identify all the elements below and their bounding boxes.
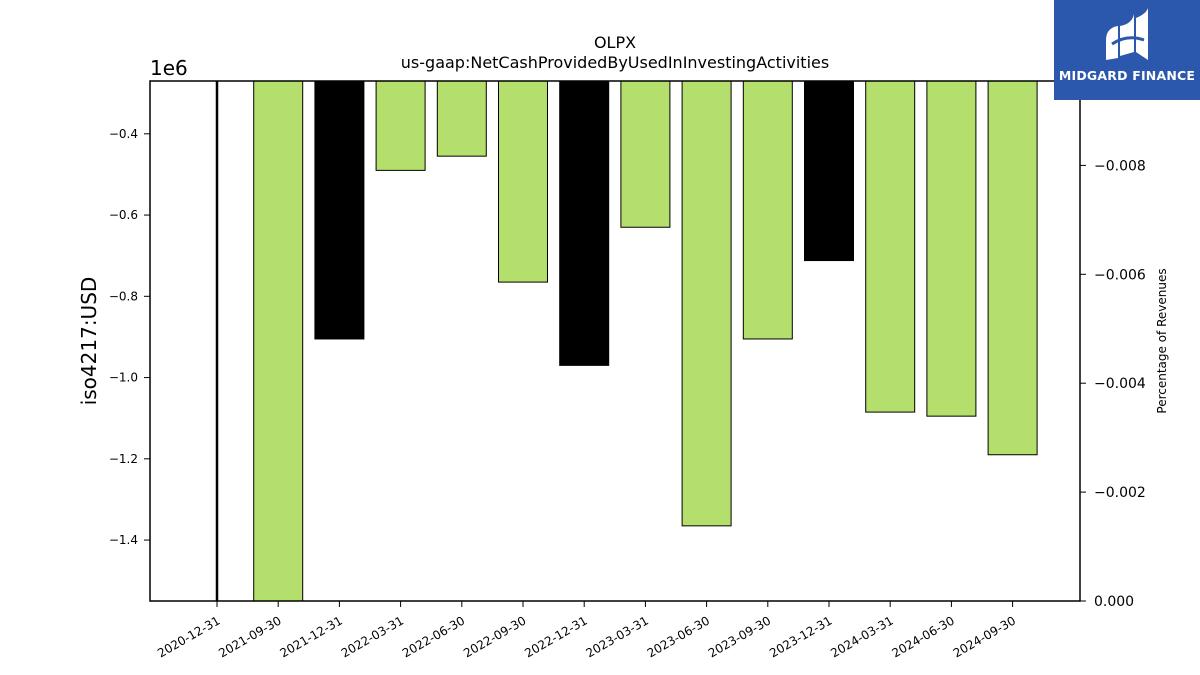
y2-tick-label: 0.000 — [1094, 594, 1134, 610]
x-tick-label: 2020-12-31 — [155, 613, 222, 660]
y-offset-text: 1e6 — [150, 56, 188, 80]
x-tick-label: 2023-06-30 — [645, 613, 712, 660]
x-tick-label: 2024-03-31 — [828, 613, 895, 660]
bar-2024-09-30 — [987, 80, 1038, 456]
bar-2023-06-30 — [681, 80, 732, 527]
y2-tick-label: −0.004 — [1094, 376, 1146, 392]
x-tick-label: 2022-09-30 — [461, 613, 528, 660]
bar-2021-12-31 — [314, 80, 365, 340]
y-axis-label: iso4217:USD — [77, 277, 101, 406]
y-tick-label: −0.8 — [109, 289, 138, 303]
x-tick-label: 2021-09-30 — [216, 613, 283, 660]
y-tick-label: −0.6 — [109, 208, 138, 222]
y-tick-label: −0.4 — [109, 127, 138, 141]
bar-2023-12-31 — [804, 80, 854, 262]
x-tick-label: 2022-03-31 — [339, 613, 406, 660]
y2-axis-label: Percentage of Revenues — [1155, 268, 1169, 413]
bar-2023-09-30 — [742, 80, 793, 340]
chart-subtitle: us-gaap:NetCashProvidedByUsedInInvesting… — [401, 53, 829, 72]
bar-2022-06-30 — [436, 80, 487, 157]
x-tick-label: 2024-06-30 — [889, 613, 956, 660]
x-tick-label: 2022-06-30 — [400, 613, 467, 660]
brand-name: MIDGARD FINANCE — [1058, 68, 1196, 83]
midgard-logo-icon — [1106, 8, 1148, 60]
y-tick-label: −1.2 — [109, 452, 138, 466]
y2-tick-label: −0.002 — [1094, 485, 1146, 501]
bar-2024-03-31 — [865, 80, 916, 413]
x-tick-label: 2023-09-30 — [706, 613, 773, 660]
y-tick-label: −1.4 — [109, 533, 138, 547]
bar-2021-09-30 — [253, 80, 304, 602]
x-tick-label: 2024-09-30 — [951, 613, 1018, 660]
bar-2024-06-30 — [926, 80, 977, 417]
bar-2022-09-30 — [498, 80, 548, 283]
x-tick-label: 2023-03-31 — [583, 613, 650, 660]
y-tick-label: −1.0 — [109, 371, 138, 385]
plot-frame — [149, 80, 1081, 602]
bar-2022-03-31 — [375, 80, 426, 171]
brand-logo-box: MIDGARD FINANCE — [1054, 0, 1200, 100]
x-tick-label: 2022-12-31 — [522, 613, 589, 660]
y2-tick-label: −0.008 — [1094, 158, 1146, 174]
y2-tick-label: −0.006 — [1094, 267, 1146, 283]
chart-title: OLPX — [594, 33, 636, 52]
x-tick-label: 2023-12-31 — [767, 613, 834, 660]
x-tick-label: 2021-12-31 — [277, 613, 344, 660]
bars-layer — [215, 80, 1038, 602]
bar-2023-03-31 — [620, 80, 671, 228]
bar-2022-12-31 — [559, 80, 610, 366]
